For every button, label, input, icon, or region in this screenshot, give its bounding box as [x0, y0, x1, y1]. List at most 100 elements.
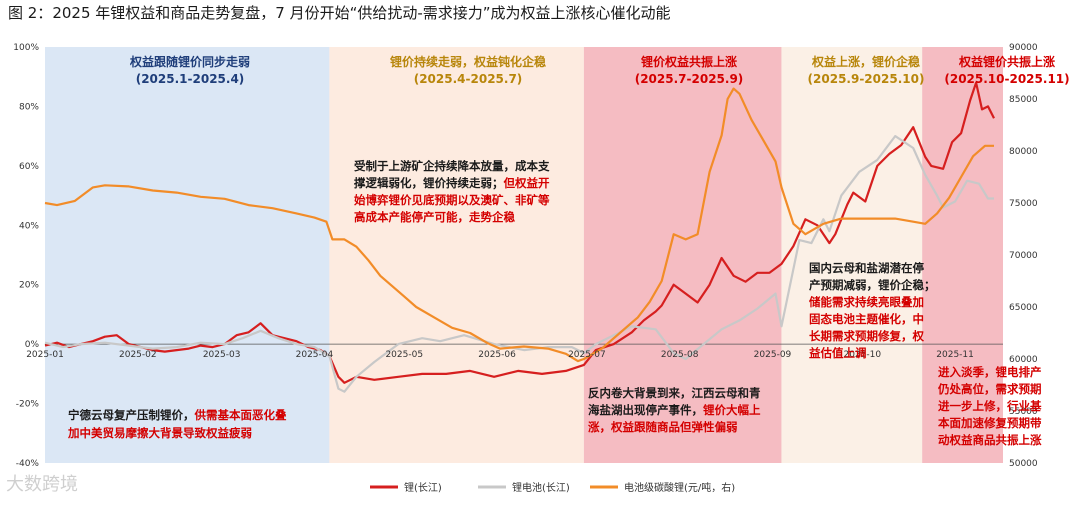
annotation-segment: 海盐湖出现停产事件，	[588, 403, 703, 417]
y-left-tick-label: 80%	[19, 102, 39, 112]
x-tick-label: 2025-10	[843, 350, 881, 360]
annotation-segment: 仍处高位，需求预期	[937, 382, 1042, 396]
y-left-tick-label: -40%	[16, 459, 40, 469]
annotation-segment: 本面加速修复预期带	[938, 416, 1042, 430]
annotation-line-15: 益估值上调	[809, 346, 867, 360]
annotation-segment: 国内云母和盐湖潜在停	[809, 261, 924, 275]
region-title-3: 锂价权益共振上涨	[641, 54, 737, 69]
watermark: 大数跨境	[6, 474, 78, 495]
region-title-4: 权益上涨，锂价企稳	[811, 54, 920, 69]
region-titles: 权益跟随锂价同步走弱 (2025.1-2025.4) 锂价持续走弱，权益钝化企稳 (2…	[129, 54, 1070, 86]
annotation-line-13: 固态电池主题催化，中	[809, 312, 924, 326]
axes: -40% -20% 0% 20% 40% 60% 80% 100% 50000 55000 6000…	[13, 43, 1038, 469]
annotation-line-17: 仍处高位，需求预期	[937, 382, 1042, 396]
y-left-tick-label: 60%	[19, 162, 39, 172]
annotation-line-1: 宁德云母复产压制锂价，供需基本面恶化叠	[68, 408, 287, 422]
region-period-5: (2025.10-2025.11)	[944, 72, 1069, 86]
annotation-segment: 涨，权益跟随商品但弹性偏弱	[588, 420, 738, 434]
annotation-segment: 长期需求预期修复，权	[809, 329, 924, 343]
y-right-tick-label: 65000	[1009, 303, 1038, 313]
series-line-2	[44, 135, 994, 393]
series-lines	[44, 81, 995, 393]
region-3	[583, 47, 782, 463]
annotation-segment: 储能需求持续亮眼叠加	[809, 295, 924, 309]
region-period-3: (2025.7-2025.9)	[635, 72, 744, 86]
annotation-line-20: 动权益商品共振上涨	[938, 433, 1042, 447]
annotation-segment: 供需基本面恶化叠	[194, 408, 287, 422]
x-tick-label: 2025-09	[754, 350, 792, 360]
region-2	[329, 47, 584, 463]
y-left-tick-label: 40%	[19, 221, 39, 231]
x-tick-label: 2025-11	[936, 350, 974, 360]
annotation-segment: 固态电池主题催化，中	[809, 312, 924, 326]
annotation-line-19: 本面加速修复预期带	[938, 416, 1042, 430]
region-title-5: 权益锂价共振上涨	[958, 54, 1055, 69]
legend-label-3: 电池级碳酸锂(元/吨，右)	[624, 481, 735, 494]
annotation-segment: 进入淡季，锂电排产	[938, 365, 1042, 379]
y-left-tick-label: 0%	[25, 340, 40, 350]
x-tick-label: 2025-02	[119, 350, 157, 360]
figure-title: 图 2：2025 年锂权益和商品走势复盘，7 月份开始“供给扰动-需求接力”成为…	[8, 2, 671, 23]
annotation-segment: 但权益开	[503, 176, 550, 190]
annotation-line-6: 高成本产能停产可能，走势企稳	[354, 210, 515, 224]
region-title-1: 权益跟随锂价同步走弱	[129, 54, 250, 69]
annotation-line-9: 涨，权益跟随商品但弹性偏弱	[588, 420, 738, 434]
y-right-tick-label: 90000	[1009, 43, 1038, 53]
legend-label-2: 锂电池(长江)	[512, 481, 570, 494]
region-period-2: (2025.4-2025.7)	[414, 72, 523, 86]
annotation-segment: 反内卷大背景到来，江西云母和青	[588, 386, 761, 400]
period-regions	[45, 47, 1003, 463]
annotation-segment: 始博弈锂价见底预期以及澳矿、非矿等	[354, 193, 550, 207]
y-right-tick-label: 55000	[1009, 407, 1038, 417]
annotation-segment: 受制于上游矿企持续降本放量，成本支	[354, 159, 550, 173]
x-tick-label: 2025-08	[661, 350, 699, 360]
x-tick-label: 2025-05	[385, 350, 423, 360]
annotation-line-8: 海盐湖出现停产事件，锂价大幅上	[588, 403, 761, 417]
legend-label-1: 锂(长江)	[404, 482, 442, 494]
annotation-line-10: 国内云母和盐湖潜在停	[809, 261, 924, 275]
series-line-1	[44, 81, 995, 384]
figure-label: 图 2：	[8, 4, 53, 22]
region-period-4: (2025.9-2025.10)	[808, 72, 925, 86]
annotation-segment: 锂价大幅上	[703, 403, 761, 417]
region-1	[45, 47, 330, 463]
annotation-segment: 高成本产能停产可能，走势企稳	[354, 210, 515, 224]
annotation-segment: 加中美贸易摩擦大背景导致权益疲弱	[67, 426, 252, 440]
y-left-tick-label: 20%	[19, 281, 39, 291]
region-5	[922, 47, 1003, 463]
annotation-line-12: 储能需求持续亮眼叠加	[809, 295, 924, 309]
annotation-line-5: 始博弈锂价见底预期以及澳矿、非矿等	[354, 193, 550, 207]
annotation-line-2: 加中美贸易摩擦大背景导致权益疲弱	[67, 426, 252, 440]
annotation-line-16: 进入淡季，锂电排产	[938, 365, 1042, 379]
annotation-segment: 动权益商品共振上涨	[938, 433, 1042, 447]
legend: 锂(长江) 锂电池(长江) 电池级碳酸锂(元/吨，右)	[370, 481, 735, 494]
annotation-line-7: 反内卷大背景到来，江西云母和青	[588, 386, 761, 400]
y-right-tick-label: 85000	[1009, 95, 1038, 105]
y-right-tick-label: 80000	[1009, 147, 1038, 157]
annotation-line-14: 长期需求预期修复，权	[809, 329, 924, 343]
y-right-tick-label: 70000	[1009, 251, 1038, 261]
annotation-segment: 进一步上修，行业基	[938, 399, 1042, 413]
annotation-line-18: 进一步上修，行业基	[938, 399, 1042, 413]
y-right-tick-label: 50000	[1009, 459, 1038, 469]
annotation-line-3: 受制于上游矿企持续降本放量，成本支	[354, 159, 550, 173]
y-right-tick-label: 75000	[1009, 199, 1038, 209]
annotation-segment: 宁德云母复产压制锂价，	[68, 408, 195, 422]
x-tick-label: 2025-03	[203, 350, 241, 360]
region-title-2: 锂价持续走弱，权益钝化企稳	[390, 54, 546, 69]
annotation-segment: 益估值上调	[809, 346, 867, 360]
y-left-tick-label: -20%	[16, 400, 40, 410]
x-tick-label: 2025-01	[26, 350, 64, 360]
annotation-line-4: 撑逻辑弱化，锂价持续走弱；但权益开	[354, 176, 550, 190]
annotation-line-11: 产预期减弱，锂价企稳；	[809, 278, 936, 292]
figure-title-text: 2025 年锂权益和商品走势复盘，7 月份开始“供给扰动-需求接力”成为权益上涨…	[52, 4, 671, 22]
annotation-segment: 产预期减弱，锂价企稳；	[809, 278, 936, 292]
annotation-segment: 撑逻辑弱化，锂价持续走弱；	[354, 176, 504, 190]
x-tick-label: 2025-04	[296, 350, 334, 360]
y-right-tick-label: 60000	[1009, 355, 1038, 365]
series-line-3	[44, 87, 994, 363]
y-left-tick-label: 100%	[13, 43, 39, 53]
x-tick-label: 2025-07	[568, 350, 606, 360]
